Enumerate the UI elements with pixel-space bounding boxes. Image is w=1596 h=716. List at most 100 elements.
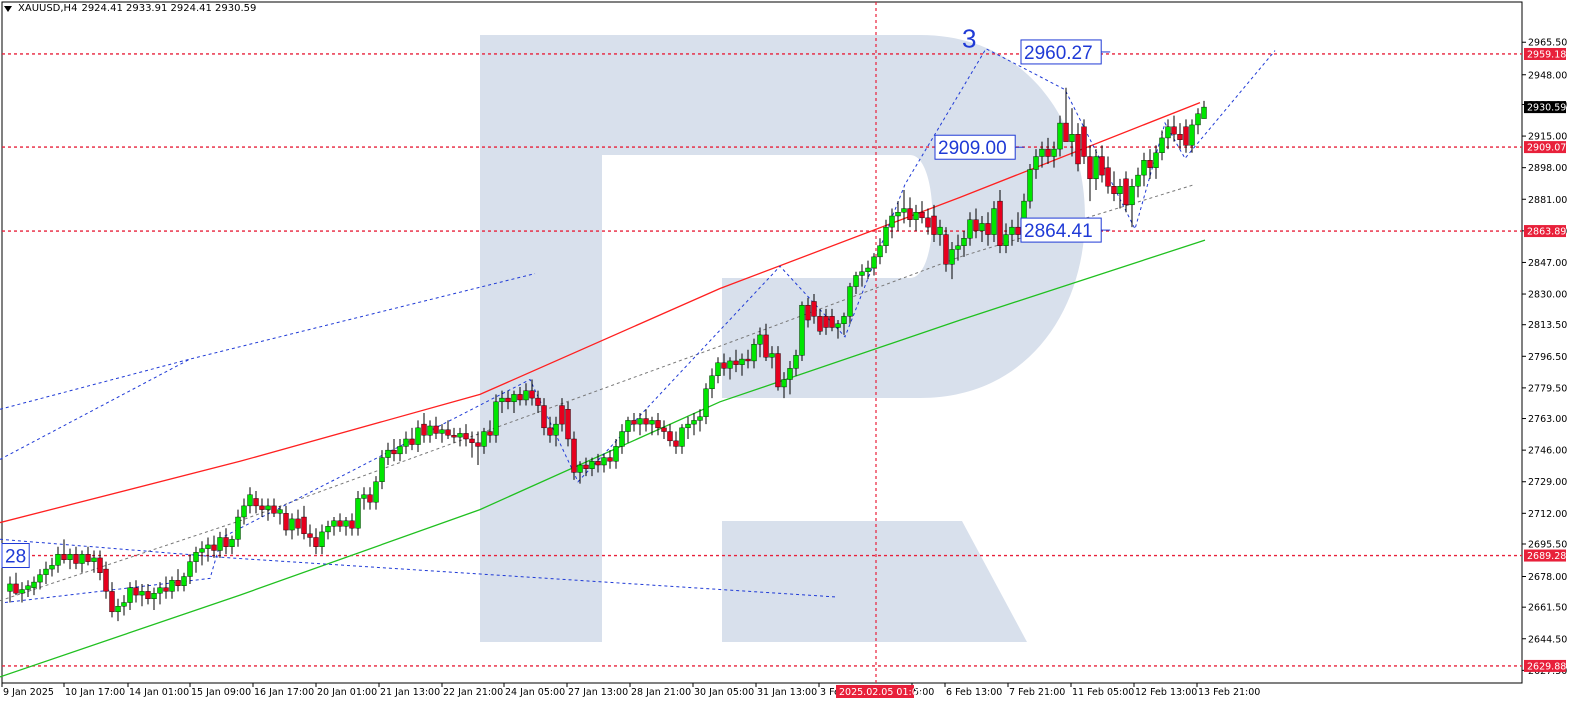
bull-candle-body — [961, 238, 967, 246]
bear-candle-body — [655, 420, 661, 429]
candle — [1111, 171, 1117, 202]
candle — [235, 509, 241, 547]
candle — [25, 580, 31, 597]
annotation-label: 2864.41 — [1024, 221, 1093, 242]
candle — [607, 450, 613, 469]
candle — [1117, 178, 1123, 209]
bull-candle-body — [427, 425, 433, 436]
candle — [835, 320, 841, 339]
y-tick-label: 2746.00 — [1528, 446, 1567, 457]
bear-candle-body — [259, 505, 265, 510]
y-tick-label: 2695.50 — [1528, 539, 1567, 550]
candle — [43, 561, 49, 584]
dropdown-triangle-icon[interactable] — [4, 5, 12, 12]
candle — [97, 550, 103, 581]
bear-candle-body — [349, 520, 355, 529]
bear-candle-body — [631, 420, 637, 425]
bull-candle-body — [7, 583, 13, 592]
bull-candle-body — [67, 554, 73, 560]
candle — [1183, 119, 1189, 153]
bull-candle-body — [361, 494, 367, 499]
candle — [733, 349, 739, 373]
candle — [1009, 219, 1015, 246]
y-tick-label: 2763.00 — [1528, 414, 1567, 425]
candle — [583, 457, 589, 477]
candle — [157, 582, 163, 605]
candle — [877, 238, 883, 265]
candle — [751, 338, 757, 369]
candle — [697, 409, 703, 432]
level-lines — [2, 2, 1522, 683]
candle — [463, 424, 469, 447]
bull-candle-body — [343, 520, 349, 527]
bull-candle-body — [241, 505, 247, 518]
x-tick-label: 22 Jan 21:00 — [443, 687, 503, 698]
candle — [787, 360, 793, 395]
price-label-box — [1524, 659, 1566, 672]
bull-candle-body — [55, 554, 61, 566]
candle — [307, 524, 313, 547]
candle — [1105, 156, 1111, 194]
y-tick-label: 2661.50 — [1528, 603, 1567, 614]
bear-candle-body — [973, 219, 979, 232]
candle — [643, 409, 649, 432]
candle — [943, 227, 949, 272]
candle — [103, 561, 109, 599]
candle — [247, 487, 253, 514]
candle — [73, 546, 79, 570]
bear-candle-body — [1087, 156, 1093, 180]
bull-candle-body — [193, 552, 199, 562]
price-axis[interactable]: 2965.502948.002932.002915.002898.002881.… — [1522, 38, 1567, 677]
candle — [145, 583, 151, 605]
bull-candle-body — [1159, 137, 1165, 154]
y-tick-label: 2644.50 — [1528, 634, 1567, 645]
series-channel_b-line — [0, 358, 191, 410]
candle — [769, 346, 775, 369]
y-tick-label: 2948.00 — [1528, 70, 1567, 81]
bull-candle-body — [1189, 124, 1195, 146]
bull-candle-body — [967, 219, 973, 239]
candle — [517, 386, 523, 406]
candle — [259, 498, 265, 518]
candle — [817, 308, 823, 335]
candle — [163, 576, 169, 599]
bull-candle-body — [277, 509, 283, 514]
bear-candle-body — [535, 397, 541, 406]
bear-candle-body — [487, 431, 493, 436]
bull-candle-body — [1117, 186, 1123, 194]
candle — [883, 219, 889, 254]
time-axis[interactable]: 9 Jan 2025 10 Jan 17:00 14 Jan 01:00 15 Jan… — [1, 683, 1260, 698]
candle — [673, 431, 679, 454]
bull-candle-body — [1153, 152, 1159, 168]
x-tick-label: 9 Jan 2025 — [3, 687, 54, 698]
series-channel_a-line — [0, 273, 536, 460]
candle — [325, 520, 331, 540]
candles — [7, 87, 1207, 622]
candle — [691, 412, 697, 436]
candle — [367, 487, 373, 510]
y-tick-label: 2881.00 — [1528, 195, 1567, 206]
candle — [631, 412, 637, 432]
candle — [439, 424, 445, 443]
candle — [853, 271, 859, 295]
candle — [907, 197, 913, 228]
candle — [955, 234, 961, 261]
bull-candle-body — [199, 548, 205, 553]
bull-candle-body — [619, 431, 625, 447]
bull-candle-body — [91, 557, 97, 562]
x-tick-label: 11 Feb 05:00 — [1072, 687, 1134, 698]
bear-candle-body — [337, 520, 343, 527]
y-tick-label: 2678.00 — [1528, 572, 1567, 583]
x-tick-label: 12 Feb 13:00 — [1135, 687, 1197, 698]
bear-candle-body — [907, 208, 913, 220]
annotation-label: 2960.27 — [1024, 43, 1093, 64]
candle — [91, 550, 97, 573]
bull-candle-body — [379, 457, 385, 482]
logo-leg-shape — [722, 521, 1027, 642]
candle — [613, 438, 619, 469]
candle — [271, 498, 277, 518]
candle — [175, 569, 181, 592]
bull-candle-body — [913, 212, 919, 220]
candle — [505, 390, 511, 410]
